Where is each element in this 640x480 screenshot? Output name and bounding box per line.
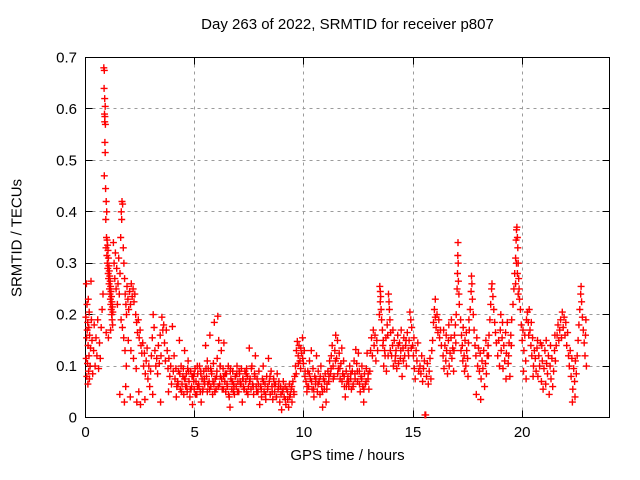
y-tick-label: 0.6 — [56, 101, 77, 118]
plot-border — [85, 57, 610, 418]
x-tick-label: 5 — [190, 424, 198, 441]
y-tick-label: 0.7 — [56, 50, 77, 67]
y-tick-label: 0.5 — [56, 152, 77, 169]
y-tick-label: 0 — [69, 410, 77, 427]
chart-title: Day 263 of 2022, SRMTID for receiver p80… — [201, 16, 494, 33]
y-tick-label: 0.3 — [56, 255, 77, 272]
scatter-points — [82, 64, 590, 419]
y-tick-label: 0.4 — [56, 204, 77, 221]
x-tick-label: 20 — [514, 424, 531, 441]
x-axis-label: GPS time / hours — [290, 447, 405, 464]
y-tick-label: 0.2 — [56, 307, 77, 324]
x-tick-label: 10 — [295, 424, 312, 441]
x-tick-label: 0 — [81, 424, 89, 441]
grid-lines — [85, 57, 610, 418]
axis-ticks — [85, 57, 610, 418]
x-tick-label: 15 — [405, 424, 422, 441]
y-tick-label: 0.1 — [56, 358, 77, 375]
